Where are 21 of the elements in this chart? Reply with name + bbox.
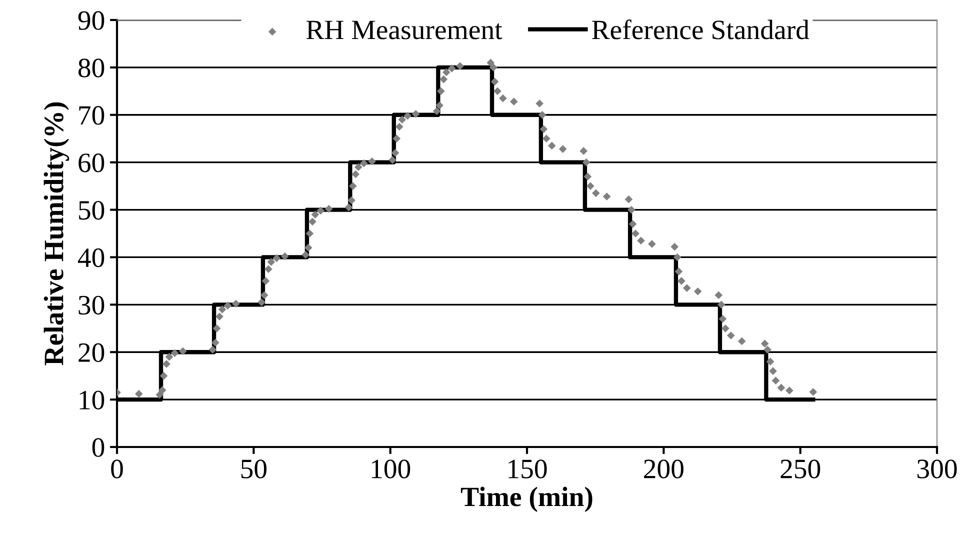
y-tick-label: 0 [92, 438, 104, 457]
x-axis-title: Time (min) [460, 486, 592, 512]
y-tick-label: 30 [78, 296, 104, 315]
legend-label: RH Measurement [306, 20, 502, 40]
x-tick-label: 250 [780, 460, 820, 478]
x-tick-label: 50 [241, 460, 266, 478]
y-tick-label: 90 [78, 11, 104, 30]
y-tick-label: 50 [79, 200, 104, 220]
legend-label: Reference Standard [592, 19, 810, 40]
y-tick-label: 20 [78, 343, 104, 362]
x-tick-label: 0 [111, 460, 123, 478]
y-tick-label: 60 [78, 154, 104, 172]
y-tick-label: 10 [80, 390, 104, 410]
y-tick-label: 70 [79, 106, 104, 125]
x-tick-label: 150 [508, 460, 547, 478]
y-tick-label: 80 [78, 58, 104, 78]
y-tick-label: 40 [78, 248, 104, 268]
y-axis-title: Relative Humidity(%) [44, 102, 70, 366]
x-tick-label: 100 [372, 460, 410, 478]
x-tick-label: 300 [917, 460, 957, 478]
x-tick-label: 200 [644, 460, 684, 478]
